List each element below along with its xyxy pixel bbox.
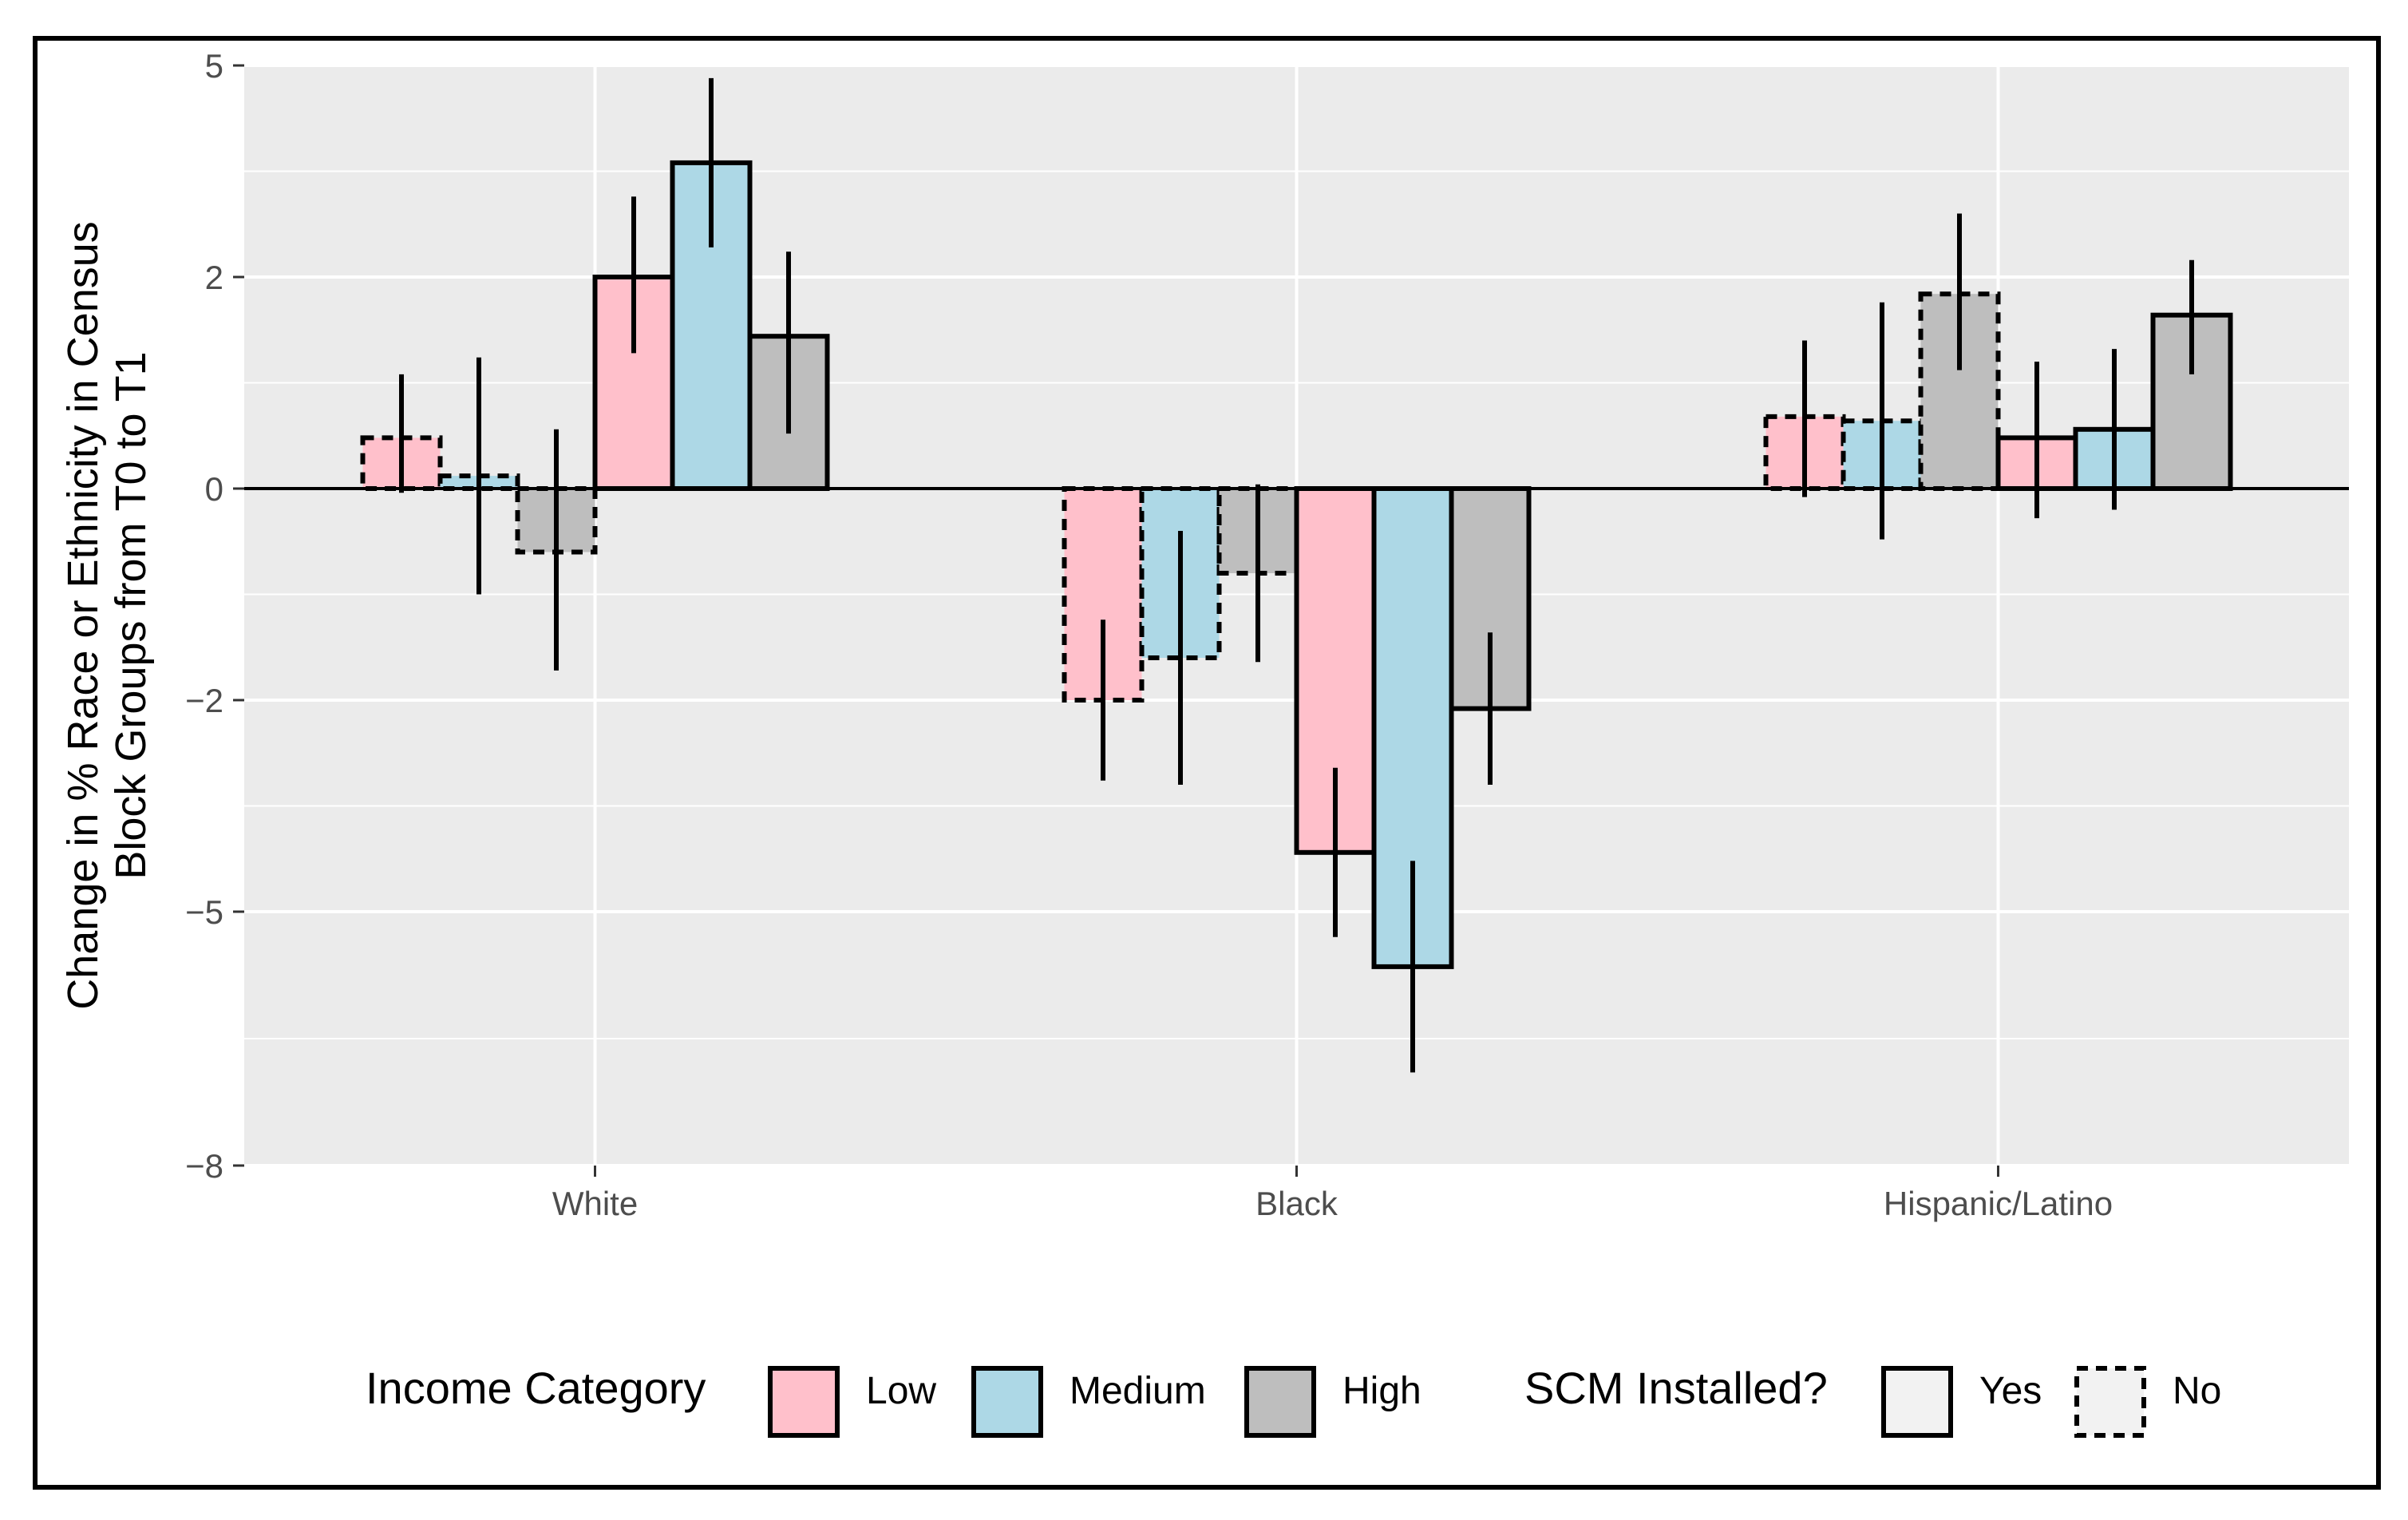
x-tick-label: White	[552, 1185, 638, 1222]
legend: Income Category Low Medium High SCM Installe…	[366, 1363, 2221, 1438]
axes-group: 5 2 0 −2 −5 −8 White Black Hispanic/Latino	[185, 47, 2349, 1222]
y-tick-label: −8	[185, 1147, 223, 1185]
y-tick-label: −5	[185, 893, 223, 931]
legend-label-scm-no: No	[2173, 1370, 2221, 1412]
y-tick-label: 5	[205, 47, 223, 85]
y-tick-label: −2	[185, 682, 223, 719]
y-axis-title-line: Block Groups from T0 to T1	[107, 351, 155, 879]
legend-label-scm-yes: Yes	[1979, 1370, 2042, 1412]
legend-title-scm: SCM Installed?	[1524, 1363, 1828, 1413]
legend-label-high: High	[1342, 1370, 1421, 1412]
y-tick-label: 0	[205, 470, 223, 508]
legend-key-high	[1244, 1366, 1316, 1438]
y-axis-title: Change in % Race or Ethnicity in Census B…	[59, 221, 155, 1010]
legend-key-scm-no	[2074, 1366, 2146, 1438]
x-tick-label: Black	[1255, 1185, 1338, 1222]
legend-key-scm-yes	[1881, 1366, 1953, 1438]
x-tick-label: Hispanic/Latino	[1884, 1185, 2113, 1222]
legend-label-low: Low	[866, 1370, 936, 1412]
legend-key-low	[768, 1366, 840, 1438]
y-axis-title-line: Change in % Race or Ethnicity in Census	[59, 221, 107, 1010]
legend-key-medium	[971, 1366, 1043, 1438]
y-tick-label: 2	[205, 259, 223, 296]
legend-title-income: Income Category	[366, 1363, 706, 1413]
error-bars-group	[399, 77, 2194, 1073]
legend-label-medium: Medium	[1070, 1370, 1206, 1412]
